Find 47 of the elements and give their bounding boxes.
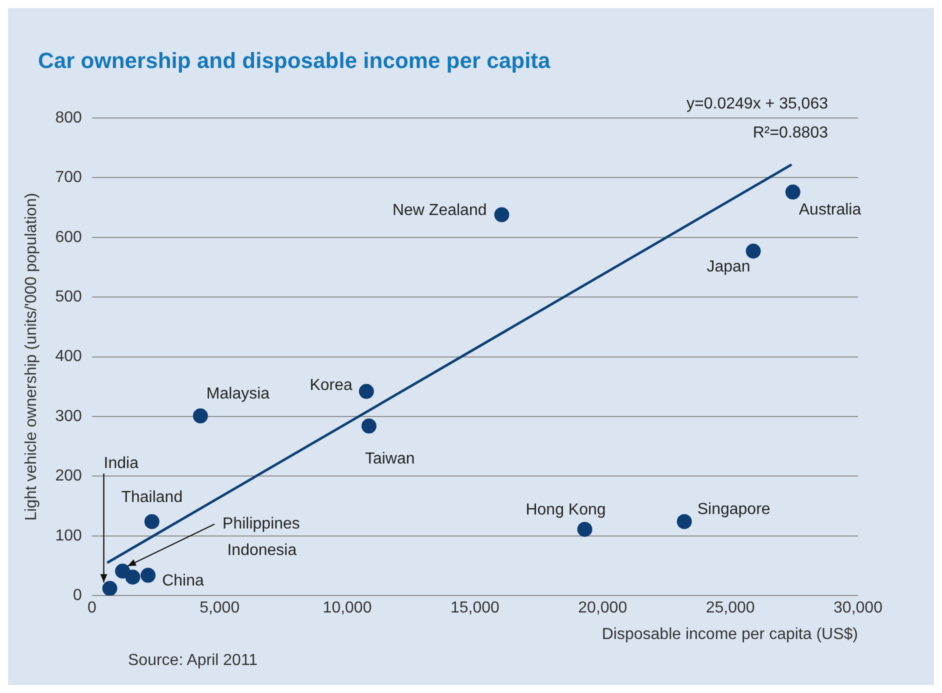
point — [361, 418, 376, 434]
y-tick-label: 500 — [55, 288, 82, 306]
annotation: Hong Kong — [526, 502, 606, 519]
x-tick-label: 25,000 — [706, 600, 755, 617]
y-axis-title: Light vehicle ownership (units/'000 population) — [23, 192, 40, 521]
y-tick-label: 800 — [55, 109, 82, 126]
x-tick-label: 10,000 — [322, 600, 372, 617]
point — [746, 244, 761, 259]
x-tick-label: 20,000 — [578, 600, 628, 617]
point — [125, 570, 140, 585]
annotation: Philippines — [222, 516, 300, 533]
point — [102, 580, 118, 596]
y-tick-label: 100 — [55, 527, 82, 544]
x-axis-title: Disposable income per capita (US$) — [602, 626, 858, 643]
point — [577, 522, 592, 537]
point — [494, 207, 510, 222]
annotation: India — [104, 454, 139, 472]
text: y=0.0249x + 35,063 — [686, 95, 828, 112]
annotation: Malaysia — [206, 385, 270, 402]
x-tick-label: 0 — [87, 600, 96, 617]
point — [144, 514, 160, 530]
annotation: Thailand — [121, 488, 183, 506]
x-tick-label: 30,000 — [834, 600, 883, 617]
point — [676, 514, 692, 530]
y-tick-label: 300 — [55, 408, 82, 425]
point — [358, 384, 374, 399]
annotation: Indonesia — [227, 542, 297, 560]
x-tick-label: 15,000 — [450, 600, 500, 617]
annotation: Korea — [310, 376, 353, 394]
x-tick-label: 5,000 — [200, 600, 240, 617]
point — [140, 568, 156, 583]
annotation: R²=0.8803 — [752, 124, 828, 142]
annotation: Japan — [706, 258, 750, 276]
source-note: Source: April 2011 — [128, 652, 259, 670]
annotation: Taiwan — [364, 450, 415, 468]
point — [785, 184, 800, 200]
chart-title: Car ownership and disposable income per capita — [38, 48, 552, 75]
annotation: China — [162, 572, 204, 590]
annotation: New Zealand — [392, 202, 487, 220]
point — [192, 408, 208, 424]
annotation: Australia — [798, 201, 862, 218]
y-tick-label: 400 — [55, 348, 82, 366]
y-tick-label: 0 — [72, 587, 82, 604]
y-tick-label: 600 — [55, 228, 82, 246]
y-tick-label: 700 — [55, 169, 82, 186]
annotation: Singapore — [697, 500, 770, 518]
y-tick-label: 200 — [55, 468, 82, 485]
